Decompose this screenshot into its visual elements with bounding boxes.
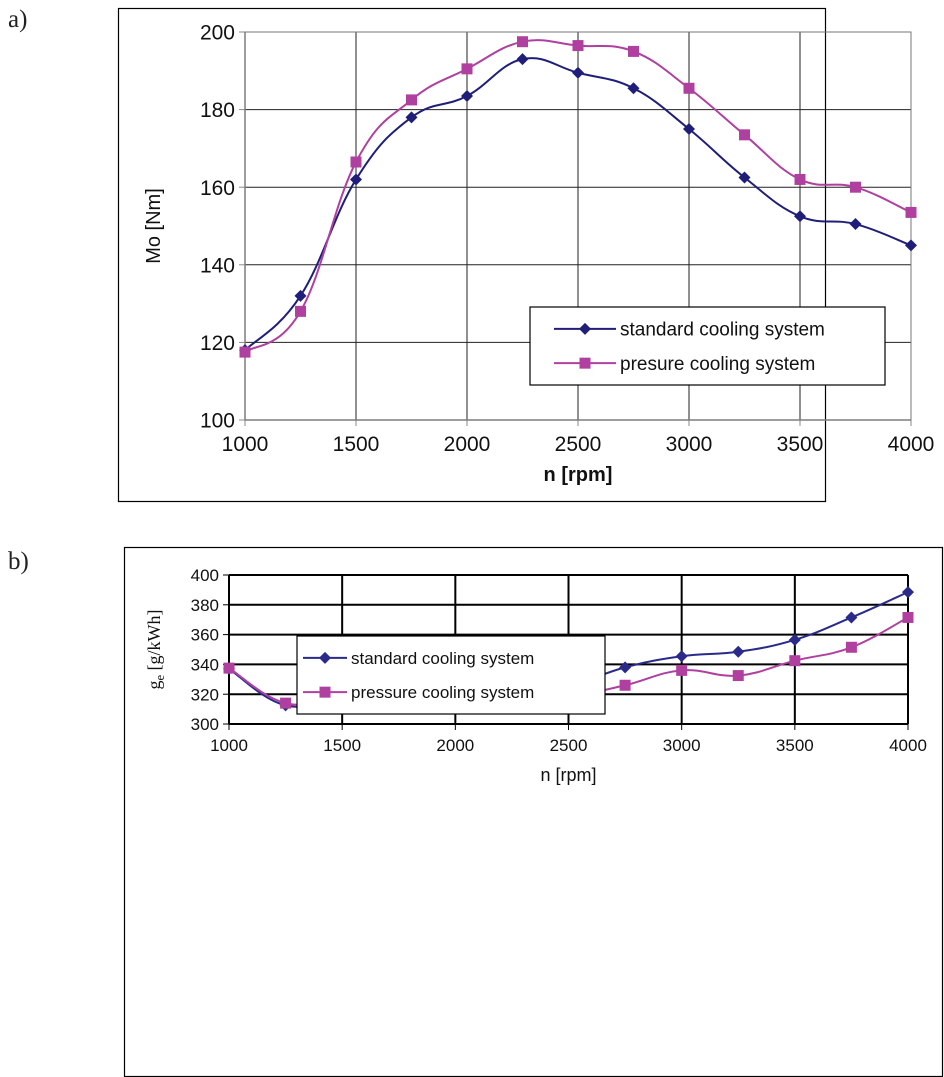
data-point [732, 645, 745, 658]
y-tick-label: 340 [191, 656, 219, 675]
y-tick-label: 320 [191, 685, 219, 704]
chart-frame [117, 7, 827, 503]
data-point [461, 90, 473, 103]
panel-label-b: b) [8, 548, 29, 575]
x-tick-label: 4000 [888, 433, 935, 456]
data-point [676, 664, 688, 676]
legend-swatch-marker [579, 357, 591, 369]
legend-box [296, 635, 606, 715]
data-point [850, 181, 861, 193]
x-axis-label: n [rpm] [544, 464, 613, 486]
y-tick-label: 400 [191, 566, 219, 585]
x-axis-label: n [rpm] [540, 765, 596, 785]
series-1 [239, 36, 917, 358]
data-point [905, 239, 917, 252]
y-tick-label: 140 [200, 254, 235, 277]
data-point [350, 156, 362, 168]
x-tick-label: 1000 [210, 736, 248, 755]
legend-swatch-marker [319, 651, 331, 664]
data-point [732, 670, 744, 682]
y-tick-label: 200 [200, 22, 235, 45]
y-axis-label: ge [g/kWh] [144, 609, 167, 689]
data-point [572, 66, 584, 79]
data-point [406, 94, 417, 106]
y-axis-label: Mo [Nm] [143, 188, 165, 264]
data-point [295, 305, 306, 317]
legend-entry-label: presure cooling system [620, 354, 815, 375]
x-tick-label: 1500 [323, 736, 361, 755]
y-tick-label: 360 [191, 626, 219, 645]
legend: standard cooling system presure cooling s… [529, 306, 886, 386]
legend-box [529, 306, 886, 386]
chart-a: 100 120 140 160 180 200 1000 1500 2000 2500 3000 35… [117, 7, 935, 503]
data-point [628, 45, 639, 57]
y-tick-label: 160 [200, 177, 235, 200]
x-tick-label: 2500 [550, 736, 588, 755]
data-point [794, 173, 806, 185]
legend-entry-label: standard cooling system [620, 319, 825, 340]
x-tick-label: 4000 [889, 736, 927, 755]
data-point [788, 633, 801, 646]
data-point [572, 40, 584, 52]
data-point [683, 82, 695, 94]
x-tick-label: 2000 [436, 736, 474, 755]
data-point [738, 171, 751, 184]
data-point [350, 173, 362, 186]
panel-label-a: a) [8, 6, 28, 33]
data-point [675, 650, 688, 663]
y-tick-label: 120 [200, 332, 235, 355]
data-point [461, 63, 473, 75]
data-point [845, 611, 858, 624]
y-tick-label: 180 [200, 99, 235, 122]
legend-entry-label: standard cooling system [351, 649, 534, 668]
data-point [619, 661, 632, 674]
x-tick-label: 2500 [555, 433, 602, 456]
legend: standard cooling system pressure cooling … [296, 635, 606, 715]
data-point [516, 53, 529, 66]
data-point [405, 111, 418, 124]
data-point [223, 662, 235, 674]
data-point [517, 36, 528, 48]
x-tick-label: 3000 [663, 736, 701, 755]
x-tick-label: 3000 [666, 433, 713, 456]
data-point [239, 346, 251, 358]
data-point [902, 611, 914, 623]
data-point [905, 206, 917, 218]
plot-area-border [244, 31, 912, 421]
data-point [739, 129, 750, 141]
y-tick-label: 380 [191, 596, 219, 615]
x-tick-label: 3500 [776, 736, 814, 755]
data-point [845, 641, 857, 653]
data-point [619, 679, 631, 691]
data-point [789, 655, 801, 667]
x-tick-label: 3500 [777, 433, 824, 456]
data-point [794, 210, 806, 223]
x-tick-label: 2000 [444, 433, 491, 456]
data-point [683, 123, 695, 135]
series-0 [239, 53, 917, 357]
legend-entry-label: pressure cooling system [351, 683, 534, 702]
legend-swatch-marker [319, 686, 331, 698]
data-point [902, 586, 914, 599]
y-tick-label: 300 [191, 715, 219, 734]
chart-frame [123, 546, 944, 1077]
x-tick-label: 1000 [222, 433, 269, 456]
data-point [280, 697, 292, 709]
series-line [244, 57, 912, 351]
y-tick-label: 100 [200, 410, 235, 433]
data-point [294, 289, 307, 302]
x-tick-label: 1500 [333, 433, 380, 456]
data-point [627, 82, 640, 95]
data-point [849, 218, 862, 231]
chart-b: 300 320 340 360 380 400 1000 1500 2000 2500 3000 35… [123, 546, 944, 1077]
legend-swatch-marker [579, 322, 591, 335]
series-line [244, 39, 912, 353]
